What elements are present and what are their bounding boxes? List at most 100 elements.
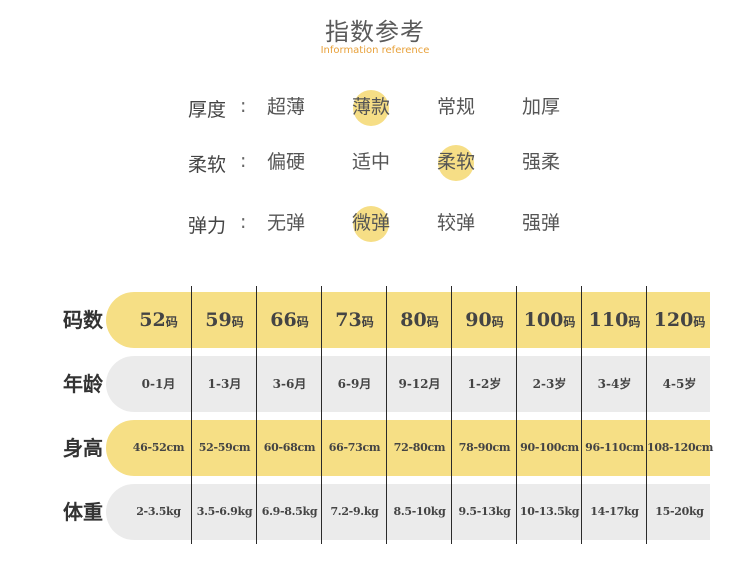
column-divider (581, 286, 582, 544)
row-header: 年龄 (63, 372, 103, 396)
table-cell: 8.5-10kg (393, 505, 446, 518)
column-divider (191, 286, 192, 544)
highlight-dot (353, 90, 389, 126)
option-soft-selected[interactable]: 柔软 (426, 142, 486, 182)
option-no-stretch[interactable]: 无弹 (266, 212, 305, 234)
table-cell: 2-3岁 (532, 377, 567, 391)
table-cell: 100码 (517, 288, 582, 352)
size-number: 80 (400, 309, 427, 331)
table-cell: 72-80cm (393, 441, 446, 454)
table-cell: 3-6月 (272, 377, 307, 391)
param-elasticity-row: 弹力 : 无弹 微弹 较弹 强弹 (188, 203, 608, 243)
param-softness-row: 柔软 : 偏硬 适中 柔软 强柔 (188, 142, 608, 182)
table-cell: 52-59cm (198, 441, 251, 454)
option-thin-selected[interactable]: 薄款 (341, 87, 401, 127)
page-title: 指数参考 (325, 18, 425, 46)
size-unit: 码 (693, 315, 706, 329)
option-stretchy[interactable]: 较弹 (436, 212, 475, 234)
size-unit: 码 (231, 315, 244, 329)
size-unit: 码 (361, 315, 374, 329)
row-background (106, 420, 710, 476)
table-cell: 14-17kg (590, 505, 639, 518)
size-unit: 码 (491, 315, 504, 329)
param-colon: : (240, 211, 247, 233)
row-header: 身高 (63, 436, 103, 460)
table-cell: 73码 (322, 288, 387, 352)
weight-row: 体重 2-3.5kg 3.5-6.9kg 6.9-8.5kg 7.2-9.kg 8.5-1… (0, 480, 750, 544)
option-hard[interactable]: 偏硬 (266, 151, 305, 173)
table-cell: 110码 (582, 288, 647, 352)
highlight-dot (438, 145, 474, 181)
table-cell: 120码 (647, 288, 712, 352)
table-cell: 52码 (126, 288, 191, 352)
column-divider (451, 286, 452, 544)
page-subtitle: Information reference (320, 45, 430, 56)
table-cell: 90码 (452, 288, 517, 352)
param-label: 柔软 (188, 154, 227, 176)
table-cell: 46-52cm (132, 441, 185, 454)
table-cell: 66码 (257, 288, 322, 352)
table-cell: 7.2-9.kg (330, 505, 379, 518)
size-unit: 码 (426, 315, 439, 329)
table-cell: 6-9月 (337, 377, 372, 391)
table-cell: 80码 (387, 288, 452, 352)
size-unit: 码 (165, 315, 178, 329)
size-number: 52 (139, 309, 166, 331)
table-cell: 9-12月 (398, 377, 441, 391)
size-number: 110 (588, 309, 629, 331)
table-cell: 108-120cm (647, 441, 714, 454)
option-very-soft[interactable]: 强柔 (521, 151, 560, 173)
column-divider (321, 286, 322, 544)
column-divider (386, 286, 387, 544)
row-header: 体重 (63, 500, 103, 524)
height-row: 身高 46-52cm 52-59cm 60-68cm 66-73cm 72-80cm 78-… (0, 416, 750, 480)
table-cell: 3.5-6.9kg (196, 505, 253, 518)
size-number: 100 (523, 309, 564, 331)
table-cell: 6.9-8.5kg (261, 505, 318, 518)
column-divider (646, 286, 647, 544)
table-cell: 15-20kg (655, 505, 704, 518)
size-number: 90 (465, 309, 492, 331)
table-cell: 66-73cm (328, 441, 381, 454)
table-cell: 9.5-13kg (458, 505, 511, 518)
size-number: 120 (653, 309, 694, 331)
table-cell: 96-110cm (585, 441, 644, 454)
option-thick[interactable]: 加厚 (521, 96, 560, 118)
row-background (106, 484, 710, 540)
column-divider (516, 286, 517, 544)
row-header: 码数 (63, 308, 103, 332)
table-cell: 3-4岁 (597, 377, 632, 391)
age-row: 年龄 0-1月 1-3月 3-6月 6-9月 9-12月 1-2岁 2-3岁 3-4岁 4-5岁 (0, 352, 750, 416)
table-cell: 0-1月 (141, 377, 176, 391)
highlight-dot (353, 206, 389, 242)
param-label: 厚度 (188, 99, 227, 121)
table-cell: 2-3.5kg (136, 505, 181, 518)
param-label: 弹力 (188, 215, 227, 237)
column-divider (256, 286, 257, 544)
table-cell: 90-100cm (520, 441, 579, 454)
table-cell: 10-13.5kg (519, 505, 580, 518)
size-number: 59 (205, 309, 232, 331)
table-cell: 1-2岁 (467, 377, 502, 391)
size-row: 码数 52码 59码 66码 73码 80码 90码 100码 110码 120码 (0, 288, 750, 352)
table-cell: 60-68cm (263, 441, 316, 454)
size-number: 66 (270, 309, 297, 331)
row-background (106, 292, 710, 348)
table-cell: 59码 (192, 288, 257, 352)
param-thickness-row: 厚度 : 超薄 薄款 常规 加厚 (188, 87, 608, 127)
size-number: 73 (335, 309, 362, 331)
option-high-stretch[interactable]: 强弹 (521, 212, 560, 234)
row-background (106, 356, 710, 412)
param-colon: : (240, 150, 247, 172)
size-unit: 码 (296, 315, 309, 329)
option-ultra-thin[interactable]: 超薄 (266, 96, 305, 118)
table-cell: 78-90cm (458, 441, 511, 454)
size-unit: 码 (563, 315, 576, 329)
table-cell: 4-5岁 (662, 377, 697, 391)
size-unit: 码 (628, 315, 641, 329)
option-moderate[interactable]: 适中 (351, 151, 390, 173)
option-slight-stretch-selected[interactable]: 微弹 (341, 203, 401, 243)
option-regular[interactable]: 常规 (436, 96, 475, 118)
param-colon: : (240, 95, 247, 117)
table-cell: 1-3月 (207, 377, 242, 391)
